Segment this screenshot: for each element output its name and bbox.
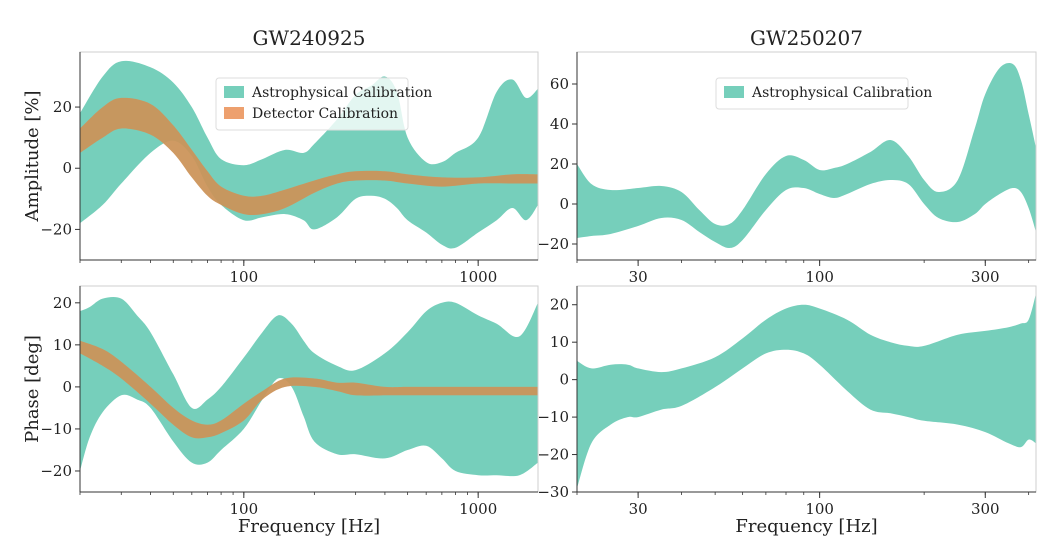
gw250207_phase-panel: 30 100 300 −30 −20 −10 0 10 20 Frequency [Hz] (537, 285, 1037, 537)
y-tick-label: 0 (62, 378, 72, 396)
legend-box (715, 77, 909, 110)
x-tick-label: 30 (629, 268, 648, 286)
gw240925_amp-band-overlap (80, 97, 538, 216)
legend-label: Astrophysical Calibration (751, 85, 932, 101)
y-tick-label: 0 (559, 195, 569, 213)
y-tick-label: 60 (550, 75, 569, 93)
y-tick-label: 20 (550, 296, 569, 314)
gw240925_phase-panel: 100 1000 −20 −10 0 10 20 Phase [deg] Frequency [… (22, 285, 539, 537)
gw250207_amp-legend: Astrophysical Calibration (715, 77, 932, 110)
y-tick-label: −20 (40, 462, 72, 480)
x-tick-label: 100 (805, 500, 834, 518)
legend-label: Detector Calibration (252, 106, 398, 122)
gw250207_phase-band-astrophysical (577, 293, 1036, 489)
gw240925_amp-ylabel: Amplitude [%] (22, 91, 43, 223)
x-tick-label: 100 (805, 268, 834, 286)
gw240925_phase-xlabel: Frequency [Hz] (238, 516, 380, 537)
y-tick-label: 20 (550, 155, 569, 173)
x-tick-label: 300 (971, 268, 1000, 286)
y-tick-label: 20 (53, 98, 72, 116)
y-tick-label: 0 (62, 159, 72, 177)
x-tick-label: 1000 (459, 268, 497, 286)
x-tick-label: 1000 (459, 500, 497, 518)
x-tick-label: 100 (229, 268, 258, 286)
gw240925_phase-ylabel: Phase [deg] (22, 335, 43, 443)
x-tick-label: 30 (629, 500, 648, 518)
gw240925_amp-plot-area (80, 60, 538, 249)
y-tick-label: −20 (40, 220, 72, 238)
gw250207_amp-panel: 30 100 300 −20 0 20 40 60 GW250207 Astrophysical … (537, 26, 1037, 286)
legend-swatch (224, 86, 244, 98)
y-tick-label: 10 (550, 333, 569, 351)
x-tick-label: 100 (229, 500, 258, 518)
legend-swatch (724, 86, 744, 98)
gw240925_amp-legend: Astrophysical Calibration Detector Calibr… (215, 77, 432, 131)
y-tick-label: 0 (559, 371, 569, 389)
y-tick-label: −20 (537, 235, 569, 253)
y-tick-label: −10 (537, 408, 569, 426)
legend-box (215, 77, 409, 131)
y-tick-label: −30 (537, 483, 569, 501)
gw240925_phase-plot-area (80, 296, 538, 477)
x-tick-label: 300 (971, 500, 1000, 518)
gw250207_amp-plot-area (577, 63, 1036, 249)
gw250207_amp-band-astrophysical (577, 63, 1036, 249)
gw250207_phase-xlabel: Frequency [Hz] (735, 516, 877, 537)
y-tick-label: 40 (550, 115, 569, 133)
gw250207_phase-plot-area (577, 293, 1036, 489)
y-tick-label: −10 (40, 420, 72, 438)
legend-label: Astrophysical Calibration (251, 85, 432, 101)
gw240925_amp-band-astrophysical (80, 60, 538, 249)
gw240925_amp-title: GW240925 (253, 26, 366, 50)
y-tick-label: 20 (53, 294, 72, 312)
legend-swatch (224, 107, 244, 119)
gw240925_amp-panel: 100 1000 −20 0 20 GW240925 Amplitude [%] Astrop… (22, 26, 539, 286)
y-tick-label: −20 (537, 446, 569, 464)
y-tick-label: 10 (53, 336, 72, 354)
gw240925_phase-band-overlap (80, 340, 538, 439)
gw250207_amp-title: GW250207 (750, 26, 863, 50)
